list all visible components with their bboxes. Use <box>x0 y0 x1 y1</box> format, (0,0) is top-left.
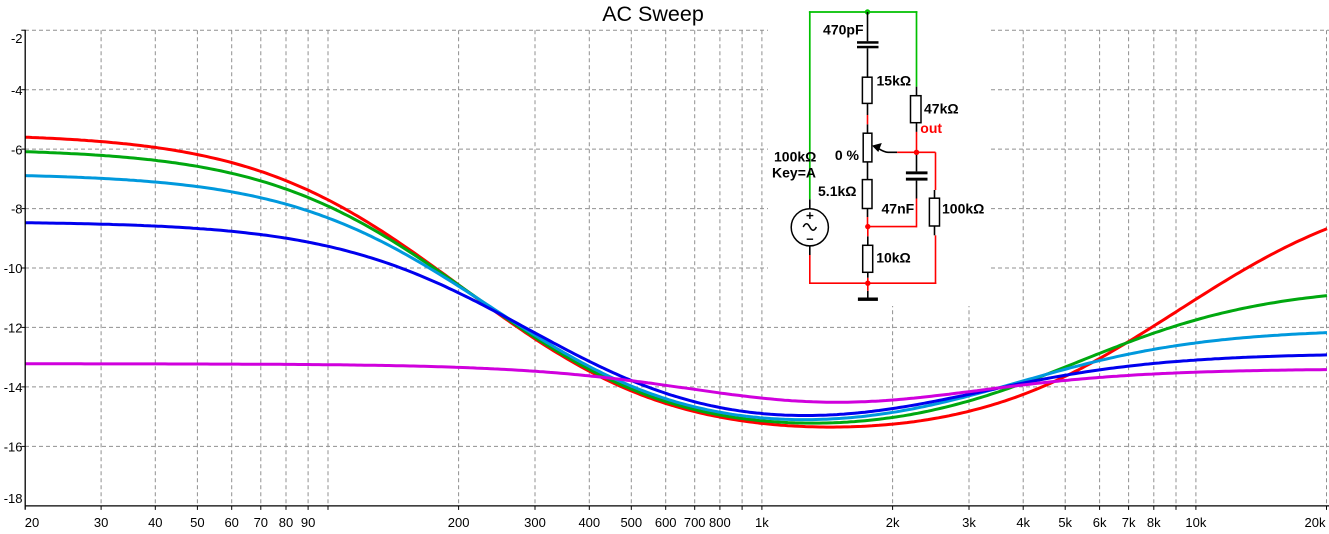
svg-text:600: 600 <box>655 515 677 530</box>
svg-text:-18: -18 <box>4 491 23 506</box>
svg-text:500: 500 <box>620 515 642 530</box>
svg-text:8k: 8k <box>1147 515 1161 530</box>
svg-text:20k: 20k <box>1305 515 1326 530</box>
svg-text:-4: -4 <box>11 83 23 98</box>
svg-text:30: 30 <box>94 515 108 530</box>
svg-text:10k: 10k <box>1185 515 1206 530</box>
svg-text:47nF: 47nF <box>882 200 915 216</box>
svg-text:0 %: 0 % <box>835 147 860 163</box>
svg-text:20: 20 <box>25 515 39 530</box>
svg-text:10kΩ: 10kΩ <box>876 250 911 266</box>
svg-text:-2: -2 <box>11 31 23 46</box>
svg-text:5k: 5k <box>1058 515 1072 530</box>
svg-text:3k: 3k <box>962 515 976 530</box>
svg-text:-6: -6 <box>11 142 23 157</box>
svg-text:-8: -8 <box>11 202 23 217</box>
svg-text:4k: 4k <box>1016 515 1030 530</box>
svg-text:out: out <box>920 120 942 136</box>
svg-text:1k: 1k <box>755 515 769 530</box>
svg-text:100kΩ: 100kΩ <box>774 149 816 165</box>
svg-text:Key=A: Key=A <box>772 165 816 181</box>
svg-text:2k: 2k <box>886 515 900 530</box>
svg-text:-16: -16 <box>4 440 23 455</box>
svg-text:80: 80 <box>279 515 293 530</box>
svg-text:-14: -14 <box>4 380 23 395</box>
svg-text:200: 200 <box>448 515 470 530</box>
svg-text:700: 700 <box>684 515 706 530</box>
svg-text:-12: -12 <box>4 321 23 336</box>
svg-text:400: 400 <box>578 515 600 530</box>
svg-text:300: 300 <box>524 515 546 530</box>
svg-text:60: 60 <box>224 515 238 530</box>
svg-text:AC Sweep: AC Sweep <box>602 2 704 26</box>
svg-text:5.1kΩ: 5.1kΩ <box>818 183 856 199</box>
svg-text:50: 50 <box>190 515 204 530</box>
svg-text:6k: 6k <box>1093 515 1107 530</box>
svg-text:-10: -10 <box>4 261 23 276</box>
svg-text:47kΩ: 47kΩ <box>924 101 959 117</box>
svg-text:90: 90 <box>301 515 315 530</box>
svg-text:470pF: 470pF <box>823 22 864 38</box>
svg-text:40: 40 <box>148 515 162 530</box>
svg-text:15kΩ: 15kΩ <box>877 73 912 89</box>
svg-text:7k: 7k <box>1122 515 1136 530</box>
svg-text:70: 70 <box>254 515 268 530</box>
svg-text:800: 800 <box>709 515 731 530</box>
svg-text:100kΩ: 100kΩ <box>942 201 984 217</box>
